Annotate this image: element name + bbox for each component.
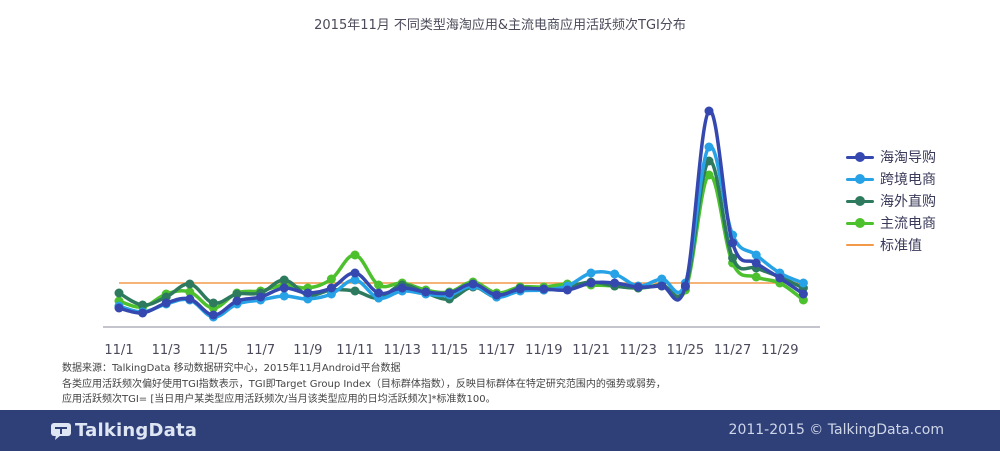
legend-label: 海淘导购 bbox=[880, 150, 936, 166]
data-point-0 bbox=[468, 279, 478, 289]
data-point-0 bbox=[492, 290, 502, 300]
data-point-1 bbox=[704, 142, 714, 152]
chart-title: 2015年11月 不同类型海淘应用&主流电商应用活跃频次TGI分布 bbox=[314, 18, 686, 33]
data-point-0 bbox=[421, 287, 431, 297]
data-point-0 bbox=[657, 281, 667, 291]
data-point-3 bbox=[751, 272, 761, 282]
data-point-2 bbox=[208, 298, 218, 308]
data-point-0 bbox=[680, 281, 690, 291]
legend-item-reference[interactable]: 标准值 bbox=[846, 234, 936, 256]
data-point-0 bbox=[185, 294, 195, 304]
data-point-1 bbox=[610, 269, 620, 279]
copyright-text: 2011-2015 © TalkingData.com bbox=[728, 422, 944, 438]
data-point-0 bbox=[562, 285, 572, 295]
data-point-0 bbox=[303, 288, 313, 298]
x-tick-label: 11/21 bbox=[572, 343, 609, 358]
legend-swatch bbox=[846, 218, 874, 228]
data-point-0 bbox=[704, 106, 714, 116]
data-point-0 bbox=[751, 258, 761, 268]
legend-item-series-3[interactable]: 主流电商 bbox=[846, 212, 936, 234]
data-point-3 bbox=[326, 274, 336, 284]
x-tick-label: 11/29 bbox=[761, 343, 798, 358]
x-tick-label: 11/9 bbox=[293, 343, 322, 358]
x-tick-label: 11/11 bbox=[336, 343, 373, 358]
data-point-1 bbox=[657, 274, 667, 284]
note-tgi-definition: 各类应用活跃频次偏好使用TGI指数表示，TGI即Target Group Ind… bbox=[62, 378, 666, 390]
note-tgi-formula: 应用活跃频次TGI= [当日用户某类型应用活跃频次/当月该类型应用的日均活跃频次… bbox=[62, 394, 496, 405]
data-point-0 bbox=[633, 282, 643, 292]
x-tick-label: 11/1 bbox=[104, 343, 133, 358]
data-point-2 bbox=[350, 286, 360, 296]
data-point-2 bbox=[232, 289, 242, 299]
data-point-3 bbox=[704, 170, 714, 180]
data-point-2 bbox=[185, 279, 195, 289]
data-point-0 bbox=[397, 283, 407, 293]
data-point-2 bbox=[279, 275, 289, 285]
x-tick-label: 11/23 bbox=[619, 343, 656, 358]
chart-notes: 数据来源：TalkingData 移动数据研究中心，2015年11月Androi… bbox=[62, 361, 666, 408]
data-point-0 bbox=[114, 303, 124, 313]
data-point-0 bbox=[138, 308, 148, 318]
legend-item-series-0[interactable]: 海淘导购 bbox=[846, 146, 936, 168]
data-point-3 bbox=[350, 250, 360, 260]
data-point-1 bbox=[586, 268, 596, 278]
data-point-0 bbox=[256, 292, 266, 302]
data-point-0 bbox=[350, 268, 360, 278]
legend-item-series-2[interactable]: 海外直购 bbox=[846, 190, 936, 212]
x-tick-label: 11/15 bbox=[431, 343, 468, 358]
data-point-0 bbox=[444, 288, 454, 298]
data-point-0 bbox=[586, 278, 596, 288]
data-point-1 bbox=[751, 250, 761, 260]
brand-logo[interactable]: TalkingData bbox=[50, 420, 197, 441]
data-point-0 bbox=[374, 288, 384, 298]
data-point-2 bbox=[138, 300, 148, 310]
data-point-2 bbox=[114, 288, 124, 298]
data-point-0 bbox=[728, 238, 738, 248]
note-source: 数据来源：TalkingData 移动数据研究中心，2015年11月Androi… bbox=[62, 363, 401, 374]
x-tick-label: 11/13 bbox=[383, 343, 420, 358]
legend-swatch bbox=[846, 240, 874, 250]
legend-swatch bbox=[846, 196, 874, 206]
x-tick-label: 11/7 bbox=[246, 343, 275, 358]
data-point-2 bbox=[728, 253, 738, 263]
legend-swatch bbox=[846, 152, 874, 162]
data-point-3 bbox=[374, 280, 384, 290]
legend-label: 海外直购 bbox=[880, 194, 936, 210]
legend-label: 标准值 bbox=[880, 238, 922, 254]
data-point-0 bbox=[279, 283, 289, 293]
legend-label: 跨境电商 bbox=[880, 172, 936, 188]
legend-item-series-1[interactable]: 跨境电商 bbox=[846, 168, 936, 190]
data-point-0 bbox=[798, 289, 808, 299]
data-point-1 bbox=[279, 291, 289, 301]
x-tick-label: 11/17 bbox=[478, 343, 515, 358]
legend-label: 主流电商 bbox=[880, 216, 936, 232]
data-point-3 bbox=[185, 287, 195, 297]
x-tick-label: 11/19 bbox=[525, 343, 562, 358]
logo-text: TalkingData bbox=[75, 420, 198, 441]
x-tick-label: 11/25 bbox=[667, 343, 704, 358]
data-point-0 bbox=[610, 278, 620, 288]
footer-bar: TalkingData 2011-2015 © TalkingData.com bbox=[0, 410, 1000, 451]
x-tick-label: 11/3 bbox=[152, 343, 181, 358]
x-tick-label: 11/5 bbox=[199, 343, 228, 358]
data-point-0 bbox=[326, 283, 336, 293]
data-point-1 bbox=[798, 278, 808, 288]
data-point-0 bbox=[775, 273, 785, 283]
data-point-0 bbox=[208, 310, 218, 320]
x-tick-label: 11/27 bbox=[714, 343, 751, 358]
data-point-0 bbox=[515, 284, 525, 294]
data-point-0 bbox=[161, 298, 171, 308]
chart-legend: 海淘导购 跨境电商 海外直购 主流电商 标准值 bbox=[846, 146, 936, 256]
talkingdata-logo-icon bbox=[51, 422, 71, 440]
data-point-0 bbox=[232, 296, 242, 306]
data-point-0 bbox=[539, 284, 549, 294]
legend-swatch bbox=[846, 174, 874, 184]
data-point-1 bbox=[350, 275, 360, 285]
